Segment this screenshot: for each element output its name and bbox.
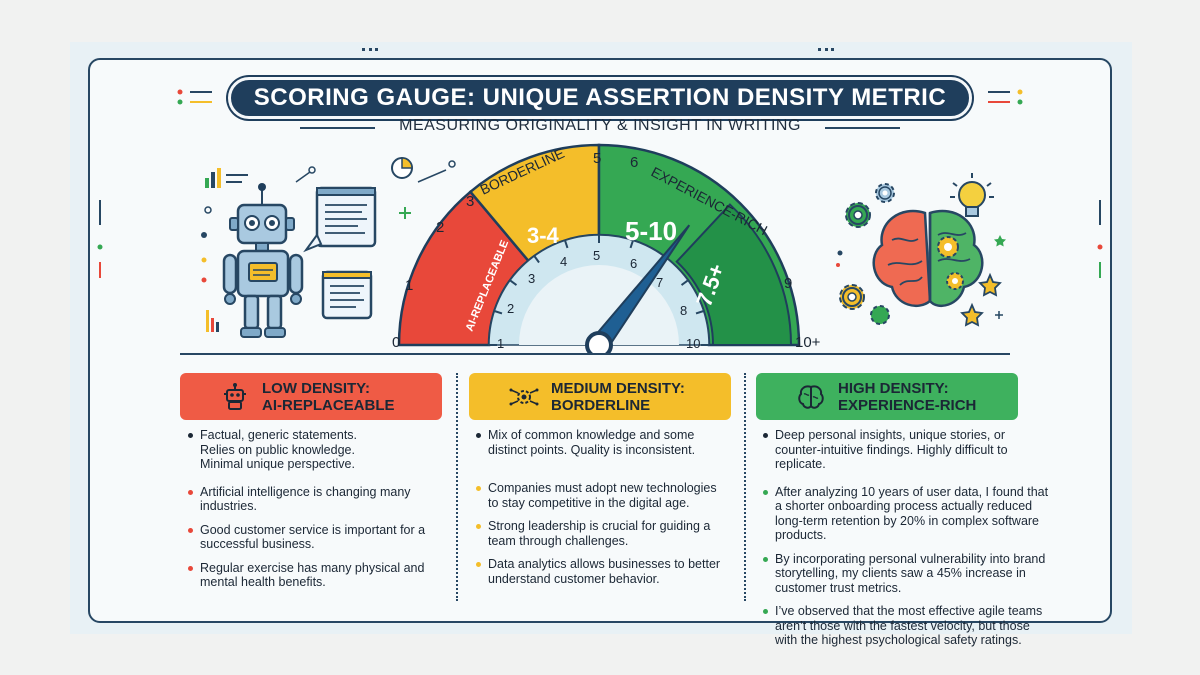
gauge-inner-tick-label: 1 xyxy=(497,336,504,351)
zone-borderline-range: 3-4 xyxy=(527,223,560,248)
document-icon xyxy=(303,186,377,253)
star-icon xyxy=(978,272,1002,297)
section-low-title-1: LOW DENSITY: xyxy=(262,379,371,397)
section-low-title-2: AI-REPLACEABLE xyxy=(262,396,395,414)
list-item: I’ve observed that the most effective ag… xyxy=(761,604,1049,648)
bar-chart-icon xyxy=(205,168,248,188)
gauge-inner-tick-label: 7 xyxy=(656,275,663,290)
decor-dots xyxy=(818,48,834,52)
brain-illustration xyxy=(836,173,1006,327)
subtitle-rule-right xyxy=(825,127,900,129)
list-item: Good customer service is important for a… xyxy=(186,523,444,552)
intro-line: Minimal unique perspective. xyxy=(200,457,355,471)
gauge-tick-label: 3 xyxy=(466,193,474,210)
gauge-tick xyxy=(533,255,540,264)
intro-line: Relies on public knowledge. xyxy=(200,442,355,457)
gauge-tick-label: 2 xyxy=(436,219,444,236)
gauge-inner-tick-label: 10 xyxy=(686,336,700,351)
intro-line: Factual, generic statements. xyxy=(200,428,358,442)
gear-icon xyxy=(875,183,895,203)
list-item: Strong leadership is crucial for guiding… xyxy=(474,519,729,548)
gauge-needle-hub xyxy=(585,331,613,355)
section-low-body: Factual, generic statements. Relies on p… xyxy=(186,428,444,599)
list-item: Regular exercise has many physical and m… xyxy=(186,561,444,590)
gauge-inner-tick-label: 5 xyxy=(593,248,600,263)
gauge-inner-tick-marks xyxy=(489,235,709,346)
section-high-title-2: EXPERIENCE-RICH xyxy=(838,396,977,414)
list-item: Data analytics allows businesses to bett… xyxy=(474,557,729,586)
column-divider xyxy=(744,373,746,601)
list-item: Companies must adopt new technologies to… xyxy=(474,481,729,510)
gauge-tick-label: 9 xyxy=(784,275,792,292)
gauge-inner-tick-label: 2 xyxy=(507,301,514,316)
star-icon xyxy=(960,302,984,327)
page-subtitle: MEASURING ORIGINALITY & INSIGHT IN WRITI… xyxy=(399,117,801,134)
gauge-tick xyxy=(564,240,569,249)
page-title: SCORING GAUGE: UNIQUE ASSERTION DENSITY … xyxy=(228,77,972,119)
gauge-tick-label: 10+ xyxy=(795,334,820,351)
decor-dots xyxy=(362,48,378,52)
gauge-tick xyxy=(680,279,689,286)
gear-icon xyxy=(839,284,865,310)
section-high-header: HIGH DENSITY: EXPERIENCE-RICH xyxy=(756,373,1018,420)
section-medium-body: Mix of common knowledge and some distinc… xyxy=(474,428,729,595)
section-medium-intro: Mix of common knowledge and some distinc… xyxy=(474,428,729,457)
zone-rich-range: 5-10 xyxy=(625,216,677,246)
gauge-inner-tick-label: 8 xyxy=(680,303,687,318)
subtitle-rule-left xyxy=(300,127,375,129)
gauge-inner-tick-label: 3 xyxy=(528,271,535,286)
column-divider xyxy=(456,373,458,601)
section-medium-header: MEDIUM DENSITY: BORDERLINE xyxy=(469,373,731,420)
section-medium-title-1: MEDIUM DENSITY: xyxy=(551,379,685,397)
list-item: After analyzing 10 years of user data, I… xyxy=(761,485,1049,543)
brain-icon xyxy=(798,385,824,409)
list-item: By incorporating personal vulnerability … xyxy=(761,552,1049,596)
gear-icon xyxy=(845,202,871,228)
gauge-tick-label: 6 xyxy=(630,154,638,171)
section-high-body: Deep personal insights, unique stories, … xyxy=(761,428,1049,657)
gear-icon xyxy=(870,305,890,325)
gauge-tick-label: 0 xyxy=(392,334,400,351)
gauge-tick-label: 5 xyxy=(593,150,601,167)
gauge-baseline xyxy=(180,353,1010,355)
section-low-header: LOW DENSITY: AI-REPLACEABLE xyxy=(180,373,442,420)
gauge-tick xyxy=(494,310,503,315)
section-high-title-1: HIGH DENSITY: xyxy=(838,379,949,397)
gauge-tick xyxy=(629,240,634,249)
robot-illustration xyxy=(201,166,377,338)
pie-chart-icon xyxy=(391,157,413,179)
gauge-inner-tick-label: 4 xyxy=(560,254,567,269)
gauge-tick xyxy=(695,310,704,315)
list-item: Artificial intelligence is changing many… xyxy=(186,485,444,514)
section-medium-title-2: BORDERLINE xyxy=(551,396,651,414)
section-low-intro: Factual, generic statements. Relies on p… xyxy=(186,428,444,472)
robot-icon xyxy=(224,382,246,410)
circuit-gear-icon xyxy=(509,388,539,405)
section-high-intro: Deep personal insights, unique stories, … xyxy=(761,428,1049,472)
lightbulb-icon xyxy=(950,173,994,217)
document-icon xyxy=(321,270,373,320)
brain-icon xyxy=(872,210,984,307)
gauge-inner-tick-label: 6 xyxy=(630,256,637,271)
density-gauge: AI-REPLACEABLE BORDERLINE 3-4 EXPERIENCE… xyxy=(391,143,820,355)
gauge-zone-rich-high xyxy=(675,203,793,346)
gauge-tick xyxy=(509,279,518,286)
star-icon xyxy=(994,235,1006,247)
gauge-tick-label: 1 xyxy=(405,277,413,294)
